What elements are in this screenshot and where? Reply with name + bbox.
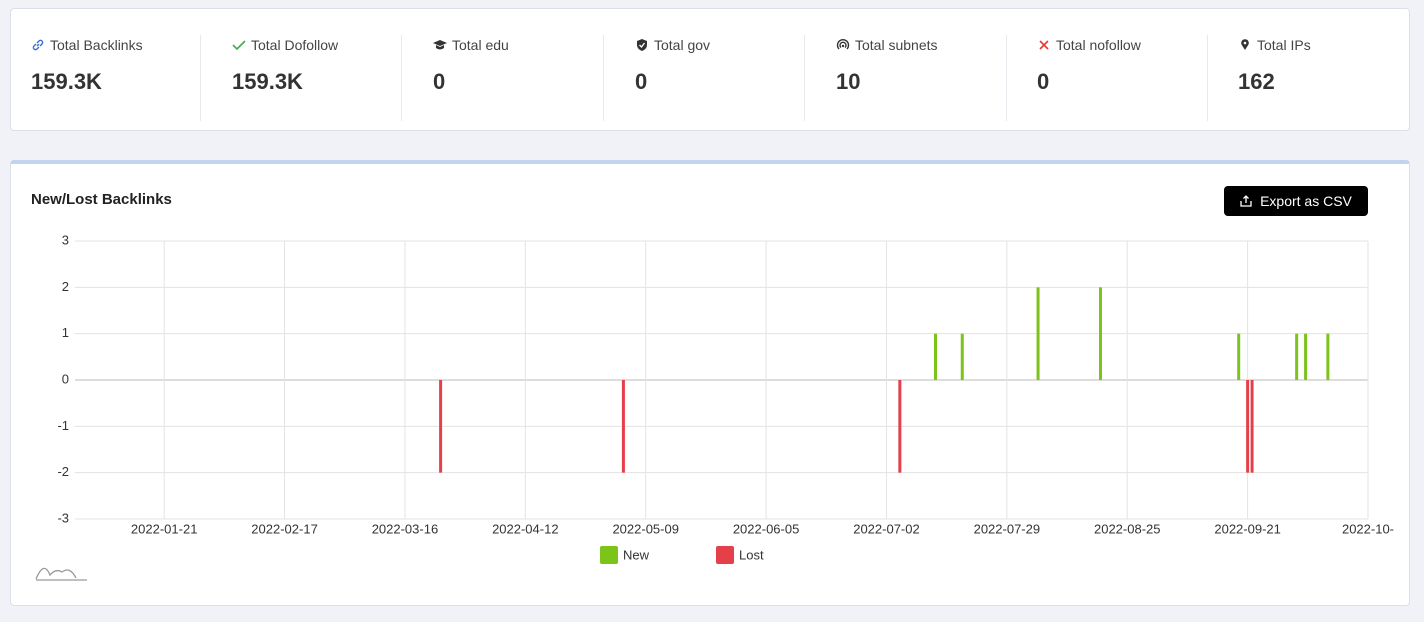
y-tick-label: 2 xyxy=(62,279,69,294)
stat-value: 162 xyxy=(1238,69,1275,94)
stat: Total edu 0 xyxy=(433,35,509,121)
stat-label: Total subnets xyxy=(855,37,938,53)
legend-label: Lost xyxy=(739,547,764,562)
y-tick-label: -2 xyxy=(57,464,69,479)
legend-swatch xyxy=(716,546,734,564)
stat-value: 0 xyxy=(635,69,648,94)
export-icon xyxy=(1240,195,1252,207)
x-tick-label: 2022-07-02 xyxy=(853,521,920,536)
stat-value: 159.3K xyxy=(31,69,102,94)
x-icon xyxy=(1039,40,1049,50)
y-tick-label: -3 xyxy=(57,510,69,525)
y-tick-label: 3 xyxy=(62,232,69,247)
pin-icon xyxy=(1241,39,1249,50)
stat-label: Total gov xyxy=(654,37,711,53)
legend-swatch xyxy=(600,546,618,564)
bar xyxy=(1036,287,1040,380)
stat-value: 10 xyxy=(836,69,861,94)
y-tick-label: 1 xyxy=(62,325,69,340)
link-icon xyxy=(32,39,44,51)
bar xyxy=(934,333,938,380)
stat: Total gov 0 xyxy=(635,35,710,121)
stats-panel: Total Backlinks 159.3K Total Dofollow 159.… xyxy=(10,8,1410,131)
stat-value: 0 xyxy=(1037,69,1050,94)
stat: Total Dofollow 159.3K xyxy=(232,35,338,121)
stat-value: 0 xyxy=(433,69,446,94)
stat: Total Backlinks 159.3K xyxy=(31,35,143,121)
stat-label: Total Dofollow xyxy=(251,37,339,53)
stat-value: 159.3K xyxy=(232,69,303,94)
x-tick-label: 2022-08-25 xyxy=(1094,521,1161,536)
x-tick-label: 2022-03-16 xyxy=(372,521,439,536)
signal-icon xyxy=(836,39,850,50)
export-button[interactable]: Export as CSV xyxy=(1224,186,1368,216)
edu-icon xyxy=(433,40,447,50)
bar xyxy=(1098,287,1102,380)
chart-panel xyxy=(10,160,1410,606)
x-tick-label: 2022-09-21 xyxy=(1214,521,1281,536)
x-tick-label: 2022-10- xyxy=(1342,521,1394,536)
shield-icon xyxy=(637,39,647,51)
bar xyxy=(1237,333,1241,380)
y-tick-label: -1 xyxy=(57,418,69,433)
bar xyxy=(1295,333,1299,380)
x-tick-label: 2022-06-05 xyxy=(733,521,800,536)
x-tick-label: 2022-01-21 xyxy=(131,521,198,536)
bar xyxy=(621,380,625,473)
export-label: Export as CSV xyxy=(1260,193,1352,209)
bar xyxy=(439,380,443,473)
bar xyxy=(1250,380,1254,473)
bar xyxy=(1326,333,1330,380)
chart-icon xyxy=(35,567,87,581)
bar xyxy=(960,333,964,380)
x-tick-label: 2022-02-17 xyxy=(251,521,318,536)
stat-label: Total IPs xyxy=(1257,37,1311,53)
bar xyxy=(898,380,902,473)
chart-title: New/Lost Backlinks xyxy=(31,191,172,208)
stat-label: Total edu xyxy=(452,37,509,53)
stat-label: Total Backlinks xyxy=(50,37,143,53)
stat-label: Total nofollow xyxy=(1056,37,1141,53)
stat: Total nofollow 0 xyxy=(1037,35,1141,121)
y-tick-label: 0 xyxy=(62,371,69,386)
x-tick-label: 2022-05-09 xyxy=(612,521,679,536)
x-tick-label: 2022-07-29 xyxy=(974,521,1041,536)
x-tick-label: 2022-04-12 xyxy=(492,521,559,536)
stat: Total subnets 10 xyxy=(836,35,938,121)
bar xyxy=(1246,380,1250,473)
check-icon xyxy=(232,40,246,51)
bar xyxy=(1304,333,1308,380)
legend-label: New xyxy=(623,547,650,562)
stat: Total IPs 162 xyxy=(1238,35,1311,121)
